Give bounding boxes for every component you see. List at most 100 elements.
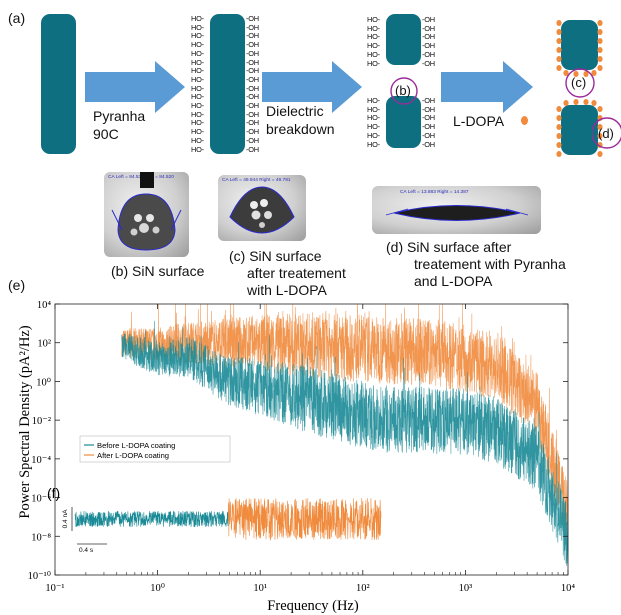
dopa-dot [563,100,569,106]
dopa-dot [556,115,562,121]
x-tick-label: 10⁻¹ [45,583,64,594]
hydroxyl-group: HO- [367,49,380,59]
step1-label-line1: Pyranha [93,108,146,124]
hydroxyl-groups-left: HO- HO- HO- HO- HO- HO- HO- HO- HO- HO- HO- HO- HO- H… [191,14,204,154]
hydroxyl-group: -OH [246,66,259,76]
dopa-molecule-icon [521,116,528,125]
hydroxyl-group: -OH [246,101,259,111]
marker-circle-c [565,68,595,98]
dopa-dot [597,47,603,53]
dopa-dot [591,70,597,76]
hydroxyl-group: -OH [246,31,259,41]
hydroxyl-group: HO- [191,48,204,58]
hydroxyl-group: HO- [191,92,204,102]
photo-d-caption-line3: and L-DOPA [414,273,493,289]
hydroxyl-groups-lower-left: HO- HO- HO- HO- HO- HO- [367,96,380,149]
x-tick-label: 10¹ [253,583,267,594]
photo-d-readout: CA Left = 13.883 Right = 14.387 [400,190,469,195]
dopa-dot [556,47,562,53]
hydroxyl-group: -OH [422,41,435,51]
hydroxyl-group: HO- [191,127,204,137]
x-axis-label: Frequency (Hz) [267,598,359,614]
hydroxyl-group: -OH [422,58,435,68]
inset-scale-x-label: 0.4 s [79,547,94,554]
x-tick-label: 10³ [459,583,473,594]
hydroxyl-group: HO- [367,32,380,42]
hydroxyl-group: HO- [191,135,204,145]
nanopore-pillar-coated-upper [561,20,598,70]
nanopore-pillar-hydroxylated [210,14,245,154]
dopa-dot [597,56,603,62]
hydroxyl-group: HO- [367,104,380,114]
dopa-dot [597,133,603,139]
inset-trace-after [227,497,382,541]
dopa-dot [563,70,569,76]
hydroxyl-group: HO- [191,40,204,50]
dopa-dot [583,99,589,105]
process-arrow-2 [262,61,362,113]
contact-angle-photo-b: CA Left = 84.53 Right = 84.520 [104,172,189,257]
dopa-dot [597,29,603,35]
hydroxyl-group: HO- [191,31,204,41]
inset-trace-before [74,510,229,528]
hydroxyl-groups-right: -OH -OH -OH -OH -OH -OH -OH -OH -OH -OH -OH -OH -OH -… [246,14,259,154]
dopa-dot [573,71,579,77]
dopa-dot [556,20,562,26]
dopa-dot [597,151,603,157]
y-tick-label: 10⁻⁶ [31,494,51,505]
marker-d-label: (d) [598,126,614,141]
contact-angle-photo-d: CA Left = 13.883 Right = 14.387 [372,186,541,234]
marker-circle-b [390,77,418,105]
y-tick-label: 10² [37,339,51,350]
dopa-dot [556,133,562,139]
dopa-dot [556,142,562,148]
photo-c-caption-line1: (c) SiN surface [229,248,322,264]
photo-c-caption-line2: after treatement [247,265,346,281]
hydroxyl-groups-lower-right: -OH -OH -OH -OH -OH -OH [422,96,435,149]
marker-c-label: (c) [571,75,587,90]
hydroxyl-group: -OH [246,83,259,93]
hydroxyl-group: HO- [367,130,380,140]
y-tick-label: 10⁰ [36,376,52,388]
y-tick-label: 10⁻⁸ [31,532,51,543]
series-line-1 [121,303,569,545]
hydroxyl-group: -OH [246,57,259,67]
photo-d-caption-line2: treatement with Pyranha [414,256,566,272]
photo-c-caption-line3: with L-DOPA [247,282,327,298]
dopa-dot [573,99,579,105]
dopa-dot [556,124,562,130]
dopa-dot [591,100,597,106]
hydroxyl-group: HO- [191,22,204,32]
dopa-dot [556,151,562,157]
hydroxyl-group: -OH [422,104,435,114]
nanopore-pillar-upper-half [386,14,421,65]
y-tick-label: 10⁴ [37,300,52,311]
hydroxyl-group: HO- [367,96,380,105]
hydroxyl-group: -OH [422,49,435,59]
dopa-dot [597,124,603,130]
hydroxyl-group: HO- [191,101,204,111]
hydroxyl-group: -OH [422,130,435,140]
hydroxyl-group: -OH [422,23,435,33]
hydroxyl-group: -OH [422,32,435,42]
hydroxyl-group: -OH [246,48,259,58]
dopa-dot [556,106,562,112]
x-tick-label: 10⁴ [561,583,576,594]
hydroxyl-group: -OH [246,118,259,128]
hydroxyl-group: -OH [246,14,259,23]
series-line-0 [121,320,569,567]
hydroxyl-group: HO- [367,23,380,33]
marker-b-label: (b) [395,83,411,98]
hydroxyl-group: HO- [191,118,204,128]
hydroxyl-group: -OH [246,135,259,145]
hydroxyl-group: -OH [422,139,435,149]
step2-label-line2: breakdown [266,121,335,137]
hydroxyl-group: -OH [422,113,435,123]
hydroxyl-group: -OH [246,22,259,32]
photo-c-readout: CA Left = 49.944 Right = 49.781 [222,178,291,183]
process-arrow-3 [441,61,533,113]
step2-label-line1: Dielectric [266,103,324,119]
dopa-dot [597,65,603,71]
hydroxyl-group: HO- [191,83,204,93]
hydroxyl-group: HO- [191,74,204,84]
